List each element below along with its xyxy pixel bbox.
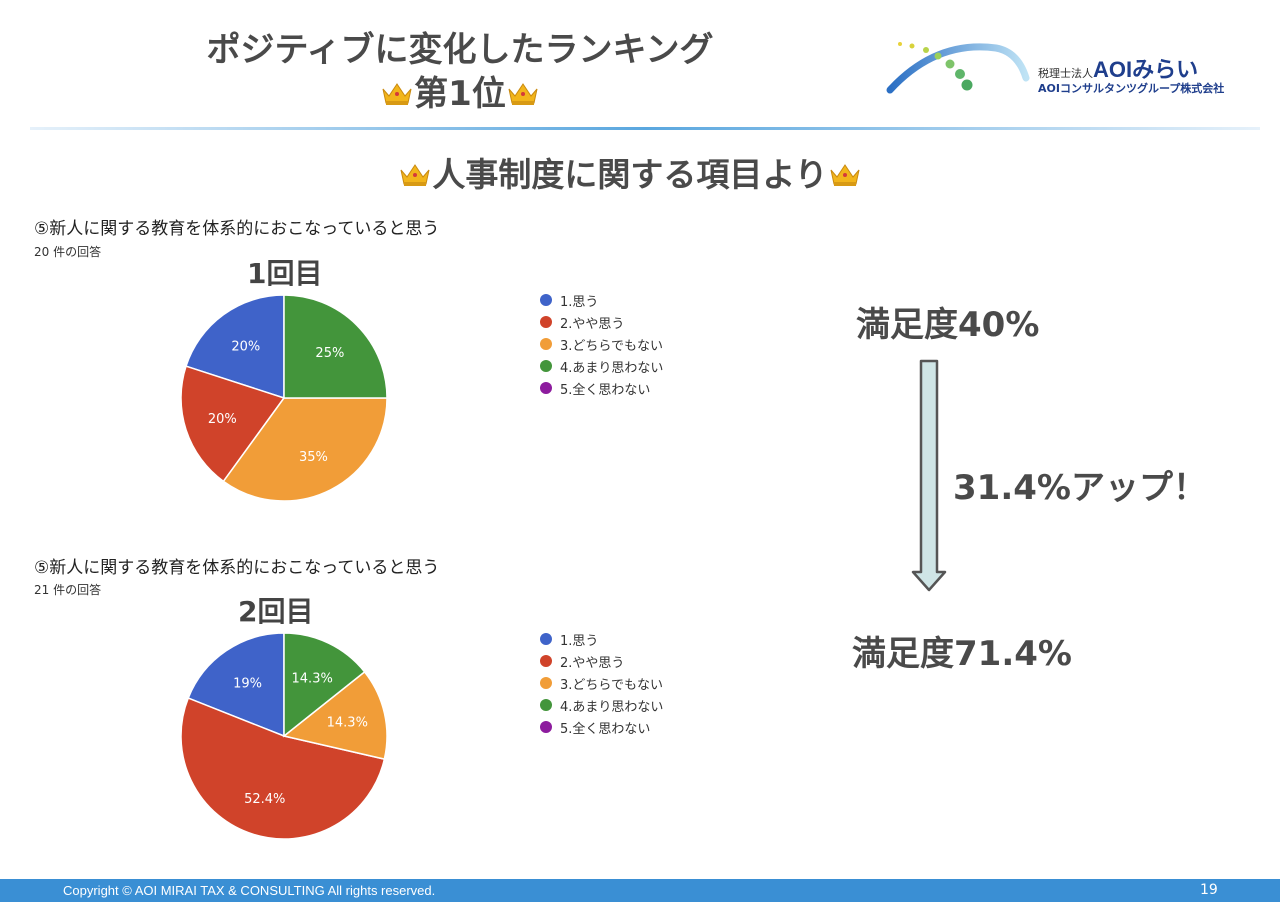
satisfaction-change: 31.4%アップ！	[953, 468, 1207, 508]
legend-item: 2.やや思う	[540, 650, 663, 672]
pie-data-label: 35%	[299, 450, 328, 465]
section-title-text: 人事制度に関する項目より	[432, 155, 828, 194]
footer-bar: Copyright © AOI MIRAI TAX & CONSULTING A…	[0, 879, 1280, 902]
legend-item: 5.全く思わない	[540, 716, 663, 738]
pie-data-label: 14.3%	[327, 716, 368, 731]
slide-title: ポジティブに変化したランキング 第1位	[150, 28, 770, 116]
title-line2: 第1位	[150, 72, 770, 116]
pie-data-label: 25%	[315, 346, 344, 361]
legend-swatch	[540, 633, 552, 645]
pie-data-label: 19%	[233, 676, 262, 691]
pie-slice-1	[187, 632, 285, 738]
legend-item: 1.思う	[540, 289, 663, 311]
down-arrow-icon	[911, 359, 947, 592]
legend-label: 5.全く思わない	[560, 382, 651, 398]
satisfaction-after: 満足度71.4%	[852, 634, 1072, 674]
legend-swatch	[540, 360, 552, 372]
pie-slice-2	[180, 697, 386, 840]
legend-item: 5.全く思わない	[540, 377, 663, 399]
legend-swatch	[540, 338, 552, 350]
crown-icon	[400, 164, 430, 186]
legend-round2: 1.思う 2.やや思う 3.どちらでもない 4.あまり思わない 5.全く思わない	[540, 628, 663, 738]
legend-swatch	[540, 382, 552, 394]
pie-data-label: 20%	[231, 340, 260, 355]
company-logo-mark	[886, 42, 1030, 94]
survey1-question: ⑤新人に関する教育を体系的におこなっていると思う	[34, 219, 440, 239]
legend-item: 1.思う	[540, 628, 663, 650]
legend-label: 1.思う	[560, 294, 599, 310]
survey1-round-label: 1回目	[247, 257, 323, 290]
legend-swatch	[540, 677, 552, 689]
survey1-response-count: 20 件の回答	[34, 245, 102, 259]
crown-icon	[382, 83, 412, 105]
logo-group: AOIコンサルタンツグループ株式会社	[1038, 82, 1225, 95]
pie-data-label: 14.3%	[292, 672, 333, 687]
legend-swatch	[540, 294, 552, 306]
crown-icon	[508, 83, 538, 105]
pie-slice-4	[283, 294, 388, 399]
legend-item: 3.どちらでもない	[540, 333, 663, 355]
legend-item: 4.あまり思わない	[540, 355, 663, 377]
pie-slice-2	[180, 365, 286, 483]
pie-data-label: 20%	[208, 412, 237, 427]
legend-label: 2.やや思う	[560, 655, 625, 671]
survey2-response-count: 21 件の回答	[34, 583, 102, 597]
logo-text: 税理士法人AOIみらい	[1038, 52, 1198, 84]
legend-item: 3.どちらでもない	[540, 672, 663, 694]
pie-slice-1	[185, 294, 285, 400]
legend-label: 3.どちらでもない	[560, 677, 664, 693]
pie-data-label: 52.4%	[244, 792, 285, 807]
legend-item: 4.あまり思わない	[540, 694, 663, 716]
pie-slice-3	[222, 397, 388, 502]
page-number: 19	[1200, 882, 1218, 898]
pie-chart-round2: 19% 52.4% 14.3% 14.3%	[180, 632, 388, 840]
legend-swatch	[540, 721, 552, 733]
legend-label: 5.全く思わない	[560, 721, 651, 737]
legend-swatch	[540, 699, 552, 711]
section-title: 人事制度に関する項目より	[330, 148, 930, 196]
legend-swatch	[540, 316, 552, 328]
pie-chart-round1: 20% 20% 35% 25%	[180, 294, 388, 502]
legend-round1: 1.思う 2.やや思う 3.どちらでもない 4.あまり思わない 5.全く思わない	[540, 289, 663, 399]
crown-icon	[830, 164, 860, 186]
copyright-text: Copyright © AOI MIRAI TAX & CONSULTING A…	[63, 883, 436, 898]
title-line1: ポジティブに変化したランキング	[206, 30, 714, 70]
legend-label: 2.やや思う	[560, 316, 625, 332]
legend-label: 3.どちらでもない	[560, 338, 664, 354]
pie-slice-3	[282, 670, 388, 760]
legend-label: 4.あまり思わない	[560, 699, 664, 715]
pie-slice-4	[283, 632, 366, 738]
legend-label: 4.あまり思わない	[560, 360, 664, 376]
header-divider	[30, 127, 1260, 130]
survey2-round-label: 2回目	[238, 595, 314, 628]
legend-label: 1.思う	[560, 633, 599, 649]
survey2-question: ⑤新人に関する教育を体系的におこなっていると思う	[34, 558, 440, 578]
legend-item: 2.やや思う	[540, 311, 663, 333]
logo-prefix: 税理士法人	[1038, 67, 1093, 80]
rank-label: 第1位	[414, 74, 506, 114]
logo-name: AOIみらい	[1093, 57, 1199, 82]
legend-swatch	[540, 655, 552, 667]
satisfaction-before: 満足度40%	[856, 305, 1040, 345]
